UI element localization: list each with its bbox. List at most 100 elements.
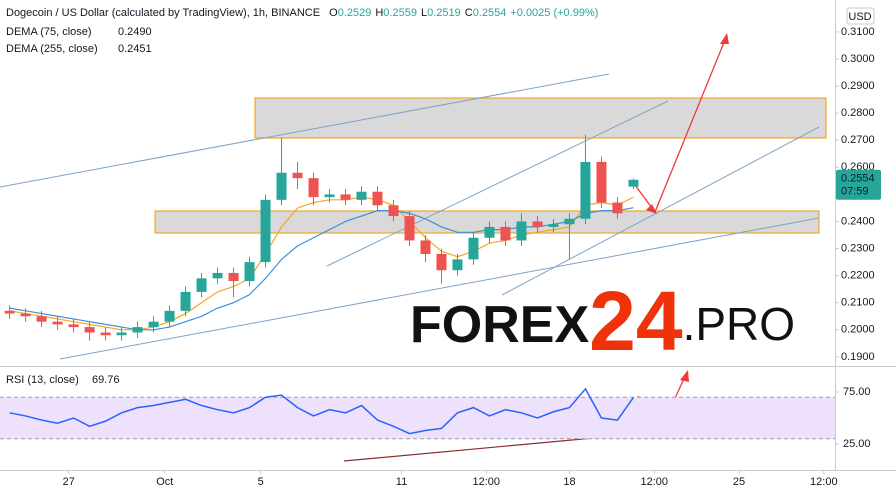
- x-tick-label: 27: [63, 476, 75, 488]
- ohlc-value: 0.2559: [383, 7, 417, 19]
- x-tick-label: 5: [258, 476, 264, 488]
- x-tick-label: 11: [396, 476, 407, 488]
- y-tick-label: 0.1900: [841, 351, 875, 363]
- arrow-head: [646, 204, 657, 214]
- symbol-title: Dogecoin / US Dollar (calculated by Trad…: [6, 7, 320, 19]
- y-tick-label: 75.00: [843, 386, 871, 398]
- legend-name: DEMA (255, close): [6, 43, 98, 55]
- y-tick-label: 0.2000: [841, 324, 875, 336]
- candle-body: [260, 199, 271, 263]
- ohlc-key: H: [375, 7, 383, 19]
- legend-value: 0.2490: [118, 26, 152, 38]
- candle-body: [548, 224, 559, 227]
- watermark-part: FOREX: [410, 296, 589, 354]
- y-tick-label: 0.2300: [841, 242, 875, 254]
- candle-body: [100, 332, 111, 336]
- candle-body: [4, 310, 15, 314]
- resistance-zone: [254, 97, 827, 139]
- drawings: [0, 33, 827, 462]
- price-tag: [836, 169, 881, 200]
- candle-body: [324, 194, 335, 198]
- x-tick-label: 25: [733, 476, 745, 488]
- change: +0.0025 (+0.99%): [510, 7, 598, 19]
- currency-box: [846, 7, 875, 25]
- arrow-head: [680, 370, 689, 382]
- y-tick-label: 0.2700: [841, 134, 875, 146]
- candle-body: [148, 321, 159, 328]
- candle-body: [404, 216, 415, 241]
- y-tick-label: 0.2800: [841, 107, 875, 119]
- y-tick-label: 0.3100: [841, 26, 875, 38]
- y-tick-label: 0.3000: [841, 53, 875, 65]
- watermark-part: 24: [589, 274, 683, 368]
- y-tick-label: 25.00: [843, 438, 871, 450]
- legend-name: DEMA (75, close): [6, 26, 92, 38]
- x-tick-label: 12:00: [810, 476, 838, 488]
- ohlc-key: O: [329, 7, 338, 19]
- trend-line: [0, 73, 610, 188]
- candle-body: [244, 262, 255, 282]
- candle-body: [180, 291, 191, 311]
- legend-value: 0.2451: [118, 43, 152, 55]
- ohlc-value: 0.2519: [427, 7, 461, 19]
- candle-body: [372, 191, 383, 206]
- x-tick-label: Oct: [156, 476, 173, 488]
- trend-line: [326, 100, 669, 267]
- y-tick-label: 0.2100: [841, 297, 875, 309]
- ohlc-key: C: [465, 7, 473, 19]
- legend-header: Dogecoin / US Dollar (calculated by Trad…: [6, 7, 598, 19]
- candle-body: [20, 313, 31, 317]
- watermark: FOREX24.PRO: [410, 274, 795, 368]
- candle-body: [308, 178, 319, 198]
- ohlc-key: L: [421, 7, 427, 19]
- candle-body: [68, 324, 79, 328]
- candle-body: [468, 237, 479, 260]
- ohlc-value: 0.2529: [338, 7, 372, 19]
- candle-body: [628, 179, 639, 187]
- candle-body: [580, 161, 591, 219]
- candle-body: [116, 332, 127, 336]
- candle-body: [516, 221, 527, 241]
- countdown: 07:59: [841, 186, 869, 198]
- candle-body: [532, 221, 543, 227]
- rsi-value: 69.76: [92, 374, 120, 386]
- candle-body: [500, 226, 511, 241]
- x-tick-label: 12:00: [473, 476, 501, 488]
- y-tick-label: 0.2400: [841, 215, 875, 227]
- candle-body: [84, 327, 95, 333]
- candle-body: [164, 310, 175, 322]
- watermark-text: FOREX24.PRO: [410, 274, 795, 368]
- candle-body: [36, 316, 47, 322]
- candle-body: [52, 321, 63, 325]
- rsi-title: RSI (13, close): [6, 374, 79, 386]
- ohlc-value: 0.2554: [473, 7, 507, 19]
- rsi-line: [9, 387, 635, 435]
- currency: USD: [848, 11, 871, 23]
- trend-line: [59, 217, 820, 360]
- candle-body: [564, 218, 575, 225]
- candle-body: [340, 194, 351, 200]
- candle-body: [292, 172, 303, 179]
- indicator-line: [9, 207, 634, 331]
- price-tag-label: 0.2554: [841, 173, 875, 185]
- candle-body: [132, 327, 143, 333]
- y-tick-label: 0.2900: [841, 80, 875, 92]
- candle-body: [356, 191, 367, 200]
- indicator-line: [9, 196, 634, 331]
- candle-body: [436, 253, 447, 271]
- candle-body: [388, 205, 399, 217]
- candle-body: [612, 202, 623, 214]
- candle-body: [452, 259, 463, 271]
- y-tick-label: 0.2200: [841, 270, 875, 282]
- candle-body: [212, 272, 223, 279]
- candle-body: [420, 240, 431, 254]
- x-tick-label: 18: [563, 476, 575, 488]
- trend-line: [501, 126, 820, 296]
- watermark-part: .PRO: [683, 298, 795, 350]
- candle-body: [196, 278, 207, 292]
- candle-body: [596, 161, 607, 203]
- arrow-head: [720, 33, 729, 44]
- x-tick-label: 12:00: [640, 476, 668, 488]
